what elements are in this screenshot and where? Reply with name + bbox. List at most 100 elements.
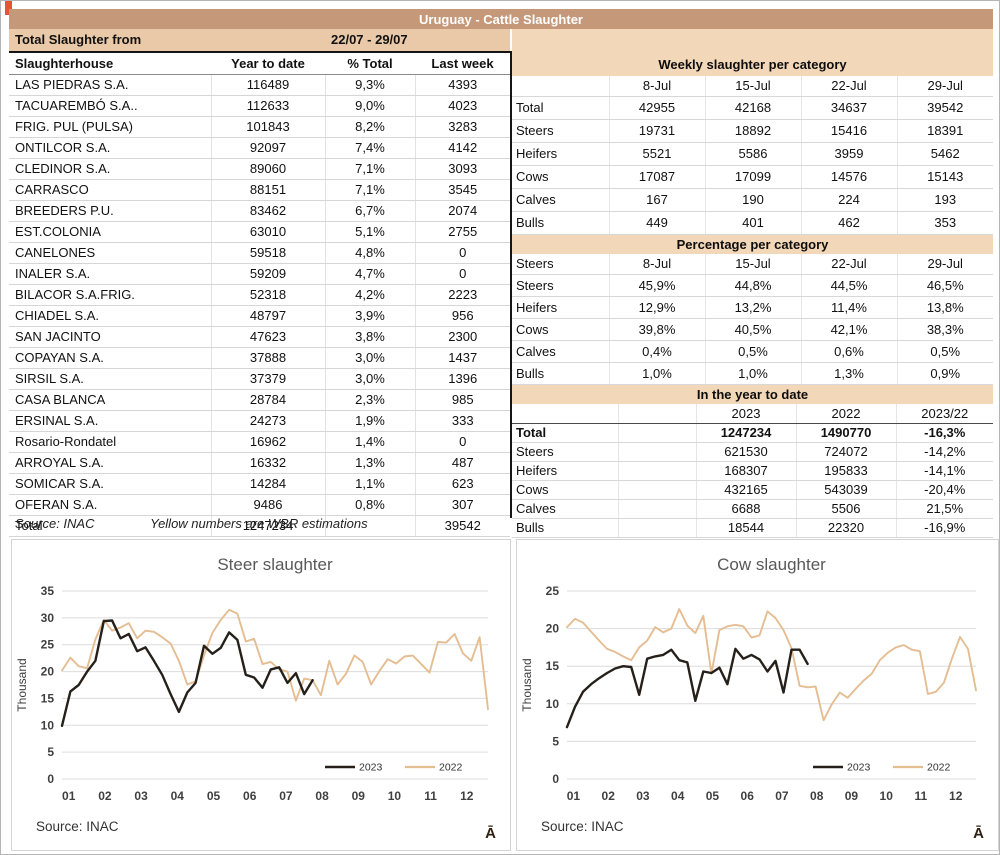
col-header-last-week: Last week: [415, 51, 510, 75]
svg-text:07: 07: [279, 789, 293, 803]
cell-year-to-date: 101843: [211, 116, 326, 138]
slaughterhouse-row: COPAYAN S.A. 37888 3,0% 1437: [9, 347, 510, 369]
cell-last-week: 2300: [415, 326, 510, 348]
weekly-col-8jul: 8-Jul: [609, 76, 706, 97]
cell-week2: 190: [705, 188, 802, 212]
slaughterhouse-row: INALER S.A. 59209 4,7% 0: [9, 263, 510, 285]
cell-name: LAS PIEDRAS S.A.: [9, 74, 212, 96]
cell-week1: 0,4%: [609, 340, 706, 363]
cell-name: ERSINAL S.A.: [9, 410, 212, 432]
svg-text:05: 05: [706, 789, 720, 803]
cell-name: CHIADEL S.A.: [9, 305, 212, 327]
cell-pct-total: [325, 515, 416, 537]
ytd-section-title: In the year to date: [696, 387, 809, 402]
cell-year-to-date: 47623: [211, 326, 326, 348]
cell-pct-total: 3,0%: [325, 368, 416, 390]
col-header-slaughterhouse: Slaughterhouse: [9, 51, 211, 75]
cell-week2: 5586: [705, 142, 802, 166]
svg-text:10: 10: [41, 718, 55, 732]
cell-name: INALER S.A.: [9, 263, 212, 285]
svg-text:04: 04: [171, 789, 185, 803]
cell-pct-total: 5,1%: [325, 221, 416, 243]
cell-2022: 1490770: [796, 423, 897, 443]
cell-week1: 39,8%: [609, 318, 706, 341]
slaughterhouse-row: CASA BLANCA 28784 2,3% 985: [9, 389, 510, 411]
svg-text:5: 5: [47, 745, 54, 759]
cell-blank: [618, 423, 697, 443]
svg-text:01: 01: [567, 789, 581, 803]
cell-year-to-date: 9486: [211, 494, 326, 516]
cell-last-week: 333: [415, 410, 510, 432]
pct-col-15jul: 15-Jul: [705, 254, 802, 275]
slaughterhouse-row: CARRASCO 88151 7,1% 3545: [9, 179, 510, 201]
slaughterhouse-row: SIRSIL S.A. 37379 3,0% 1396: [9, 368, 510, 390]
weekly-section-title: Weekly slaughter per category: [658, 57, 847, 72]
percentage-row: Cows 39,8% 40,5% 42,1% 38,3%: [512, 318, 993, 341]
cell-blank: [618, 499, 697, 519]
cell-week2: 18892: [705, 119, 802, 143]
cell-last-week: 39542: [415, 515, 510, 537]
cell-week1: 167: [609, 188, 706, 212]
weekly-date-header-row: 8-Jul 15-Jul 22-Jul 29-Jul: [512, 76, 993, 97]
percentage-row: Bulls 1,0% 1,0% 1,3% 0,9%: [512, 362, 993, 385]
svg-text:06: 06: [741, 789, 755, 803]
percentage-date-header-row: Steers 8-Jul 15-Jul 22-Jul 29-Jul: [512, 254, 993, 275]
ytd-blank-cell: [618, 404, 697, 424]
weekly-row: Calves 167 190 224 193: [512, 188, 993, 212]
cell-pct-total: 8,2%: [325, 116, 416, 138]
category-panel: Weekly slaughter per category 8-Jul 15-J…: [512, 29, 993, 538]
svg-text:07: 07: [775, 789, 789, 803]
cell-blank: [618, 480, 697, 500]
cell-week4: 0,9%: [897, 362, 993, 385]
cell-pct-total: 4,7%: [325, 263, 416, 285]
cell-category: Steers: [512, 442, 619, 462]
svg-text:2023: 2023: [359, 762, 383, 774]
svg-text:5: 5: [552, 734, 559, 748]
cell-last-week: 3545: [415, 179, 510, 201]
cell-pct-total: 3,8%: [325, 326, 416, 348]
svg-text:10: 10: [388, 789, 402, 803]
cell-category: Cows: [512, 318, 610, 341]
cell-week1: 12,9%: [609, 296, 706, 319]
period-label: Total Slaughter from: [15, 32, 142, 47]
period-band: Total Slaughter from 22/07 - 29/07: [9, 29, 510, 51]
cell-name: FRIG. PUL (PULSA): [9, 116, 212, 138]
cell-last-week: 2074: [415, 200, 510, 222]
cell-2023: 6688: [696, 499, 797, 519]
cell-2022: 22320: [796, 518, 897, 538]
svg-text:20: 20: [546, 622, 560, 636]
cell-year-to-date: 1247234: [211, 515, 326, 537]
svg-text:02: 02: [602, 789, 616, 803]
cell-ratio: -14,1%: [896, 461, 993, 481]
cell-week2: 40,5%: [705, 318, 802, 341]
cell-blank: [618, 518, 697, 538]
cell-category: Heifers: [512, 142, 610, 166]
cell-category: Cows: [512, 480, 619, 500]
source-note: Source: INAC: [15, 516, 95, 531]
cell-name: Total: [9, 515, 212, 537]
cell-week2: 401: [705, 211, 802, 235]
svg-text:Ā: Ā: [485, 825, 496, 842]
svg-text:15: 15: [41, 691, 55, 705]
svg-text:11: 11: [424, 789, 437, 803]
svg-text:Source: INAC: Source: INAC: [541, 819, 624, 834]
cell-name: TACUAREMBÓ S.A..: [9, 95, 212, 117]
ytd-header-row: 2023 2022 2023/22: [512, 404, 993, 424]
ytd-row: Bulls 18544 22320 -16,9%: [512, 518, 993, 538]
cell-week4: 39542: [897, 96, 993, 120]
cell-ratio: -16,3%: [896, 423, 993, 443]
cell-name: CLEDINOR S.A.: [9, 158, 212, 180]
weekly-table: 8-Jul 15-Jul 22-Jul 29-Jul Total 42955 4…: [512, 76, 993, 235]
svg-text:06: 06: [243, 789, 257, 803]
svg-text:2022: 2022: [927, 762, 951, 774]
svg-text:25: 25: [546, 584, 560, 598]
ytd-col-ratio: 2023/22: [896, 404, 993, 424]
cell-week3: 224: [801, 188, 898, 212]
cell-week4: 13,8%: [897, 296, 993, 319]
cell-week1: 19731: [609, 119, 706, 143]
cell-week4: 353: [897, 211, 993, 235]
percentage-row: Calves 0,4% 0,5% 0,6% 0,5%: [512, 340, 993, 363]
svg-text:Thousand: Thousand: [15, 658, 29, 711]
cell-category: Heifers: [512, 296, 610, 319]
cell-name: CANELONES: [9, 242, 212, 264]
